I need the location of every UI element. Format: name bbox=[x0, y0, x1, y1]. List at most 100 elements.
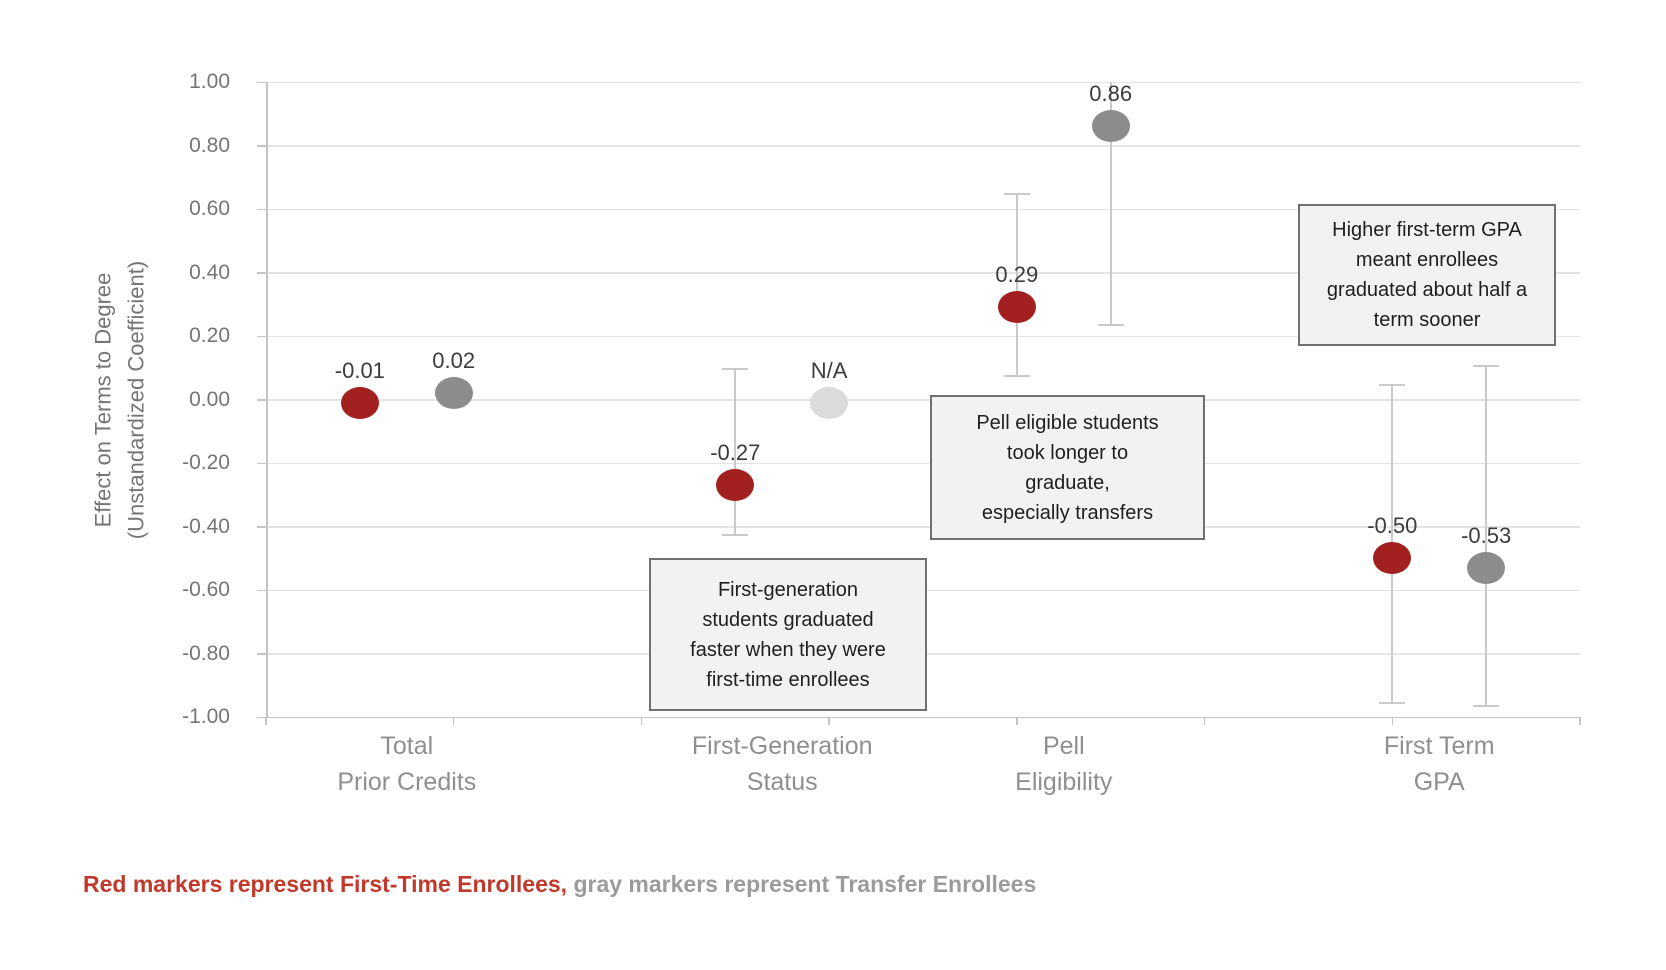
annotation-line: Pell eligible students bbox=[976, 411, 1159, 434]
y-axis-tick bbox=[257, 272, 266, 274]
category-label: Total Prior Credits bbox=[247, 728, 567, 800]
data-label: -0.01 bbox=[334, 357, 385, 383]
x-axis-tick bbox=[1391, 717, 1394, 725]
category-label: Pell Eligibility bbox=[904, 728, 1224, 800]
annotation-box: Pell eligible students took longer to grad… bbox=[930, 395, 1205, 540]
gridline bbox=[266, 208, 1580, 210]
x-axis-line bbox=[266, 716, 1580, 718]
annotation-box: Higher first-term GPA meant enrollees grad… bbox=[1298, 204, 1556, 346]
x-axis-tick bbox=[1579, 717, 1581, 725]
category-label-line: Total bbox=[380, 732, 434, 760]
category-label-line: First Term bbox=[1383, 732, 1495, 760]
y-axis-tick bbox=[257, 81, 266, 83]
y-axis-tick bbox=[257, 208, 266, 210]
category-label-line: Status bbox=[746, 768, 818, 796]
y-axis-tick bbox=[257, 653, 266, 655]
category-label: First Term GPA bbox=[1279, 728, 1599, 800]
y-axis-tick bbox=[257, 399, 266, 401]
y-axis-tick-label: -0.60 bbox=[182, 578, 230, 601]
error-bar-cap-bottom bbox=[1003, 375, 1030, 378]
annotation-line: meant enrollees bbox=[1355, 249, 1499, 271]
error-bar bbox=[1473, 364, 1500, 708]
data-label: N/A bbox=[810, 357, 848, 383]
x-axis-tick bbox=[640, 717, 643, 725]
y-axis-tick-label: -0.20 bbox=[182, 451, 230, 474]
y-axis-line bbox=[266, 82, 268, 717]
annotation-line: graduate, bbox=[1025, 471, 1110, 494]
x-axis-tick bbox=[828, 717, 830, 725]
error-bar-cap-bottom bbox=[1379, 702, 1406, 705]
y-axis-tick-label: 0.00 bbox=[189, 387, 230, 411]
annotation-line: graduated about half a bbox=[1326, 279, 1528, 301]
data-label: 0.29 bbox=[995, 262, 1039, 288]
gridline bbox=[266, 272, 1580, 274]
error-bar-cap-top bbox=[1003, 193, 1030, 196]
marker-first-time-enrollees bbox=[997, 291, 1036, 324]
y-axis-tick bbox=[257, 335, 266, 337]
marker-transfer-enrollees bbox=[434, 377, 473, 410]
annotation-line: took longer to bbox=[1006, 441, 1129, 464]
marker-first-time-enrollees bbox=[1373, 542, 1412, 575]
gridline bbox=[266, 526, 1580, 528]
error-bar-line bbox=[1109, 82, 1112, 327]
gridline bbox=[266, 145, 1580, 147]
error-bar-cap-bottom bbox=[1097, 324, 1124, 327]
marker-transfer-enrollees bbox=[1467, 551, 1506, 584]
x-axis-tick bbox=[265, 717, 267, 725]
error-bar bbox=[1097, 82, 1124, 327]
annotation-line: First-generation bbox=[717, 578, 859, 601]
y-axis-tick-label: 0.80 bbox=[189, 133, 230, 157]
annotation-box: First-generation students graduated faster… bbox=[649, 558, 927, 711]
marker-na bbox=[810, 386, 849, 419]
error-bar-cap-bottom bbox=[722, 534, 749, 537]
x-axis-tick bbox=[452, 717, 455, 725]
gridline bbox=[266, 335, 1580, 337]
annotation-line: term sooner bbox=[1373, 309, 1481, 331]
y-axis-tick-label: -0.80 bbox=[182, 641, 230, 665]
annotation-line: students graduated bbox=[702, 608, 874, 631]
category-label-line: Prior Credits bbox=[337, 768, 477, 796]
category-label-line: Eligibility bbox=[1015, 768, 1113, 796]
gridline bbox=[266, 81, 1580, 83]
error-bar bbox=[1003, 193, 1030, 378]
y-axis-tick-label: -1.00 bbox=[182, 705, 230, 728]
y-axis-tick bbox=[257, 145, 266, 147]
legend: Red markers represent First-Time Enrolle… bbox=[83, 871, 1036, 898]
category-label-line: GPA bbox=[1413, 768, 1465, 796]
error-bar-cap-top bbox=[1379, 383, 1406, 386]
annotation-line: Higher first-term GPA bbox=[1332, 219, 1522, 241]
marker-first-time-enrollees bbox=[716, 469, 755, 502]
x-axis-tick bbox=[1016, 717, 1018, 725]
error-bar bbox=[722, 367, 749, 537]
y-axis-tick-label: 0.20 bbox=[189, 324, 230, 347]
gridline bbox=[266, 462, 1580, 464]
category-label: First-Generation Status bbox=[622, 728, 942, 800]
category-label-line: First-Generation bbox=[691, 732, 873, 760]
error-bar-line bbox=[734, 367, 737, 537]
error-bar-line bbox=[1015, 193, 1018, 378]
data-label: -0.50 bbox=[1367, 513, 1418, 539]
error-bar-cap-top bbox=[722, 367, 749, 370]
y-axis-tick bbox=[257, 716, 266, 718]
x-axis-tick bbox=[1203, 717, 1206, 725]
data-label: -0.53 bbox=[1461, 522, 1512, 548]
gridline bbox=[266, 399, 1580, 401]
category-label-line: Pell bbox=[1042, 732, 1085, 760]
legend-segment: gray markers represent Transfer Enrollee… bbox=[567, 871, 1037, 897]
y-axis-tick-label: 0.60 bbox=[189, 197, 230, 220]
annotation-line: especially transfers bbox=[981, 501, 1154, 524]
error-bar-line bbox=[1485, 364, 1488, 708]
y-axis-tick bbox=[257, 462, 266, 464]
y-axis-tick-label: 0.40 bbox=[189, 260, 230, 284]
data-label: -0.27 bbox=[710, 440, 761, 466]
y-axis-tick-label: -0.40 bbox=[182, 514, 230, 538]
marker-first-time-enrollees bbox=[340, 386, 379, 419]
legend-segment: Red markers represent First-Time Enrolle… bbox=[83, 871, 568, 897]
y-axis-tick-label: 1.00 bbox=[189, 70, 230, 93]
annotation-line: faster when they were bbox=[690, 638, 886, 661]
error-bar-cap-top bbox=[1473, 364, 1500, 367]
data-label: 0.02 bbox=[432, 348, 476, 374]
y-axis-tick bbox=[257, 526, 266, 528]
marker-transfer-enrollees bbox=[1091, 110, 1130, 143]
